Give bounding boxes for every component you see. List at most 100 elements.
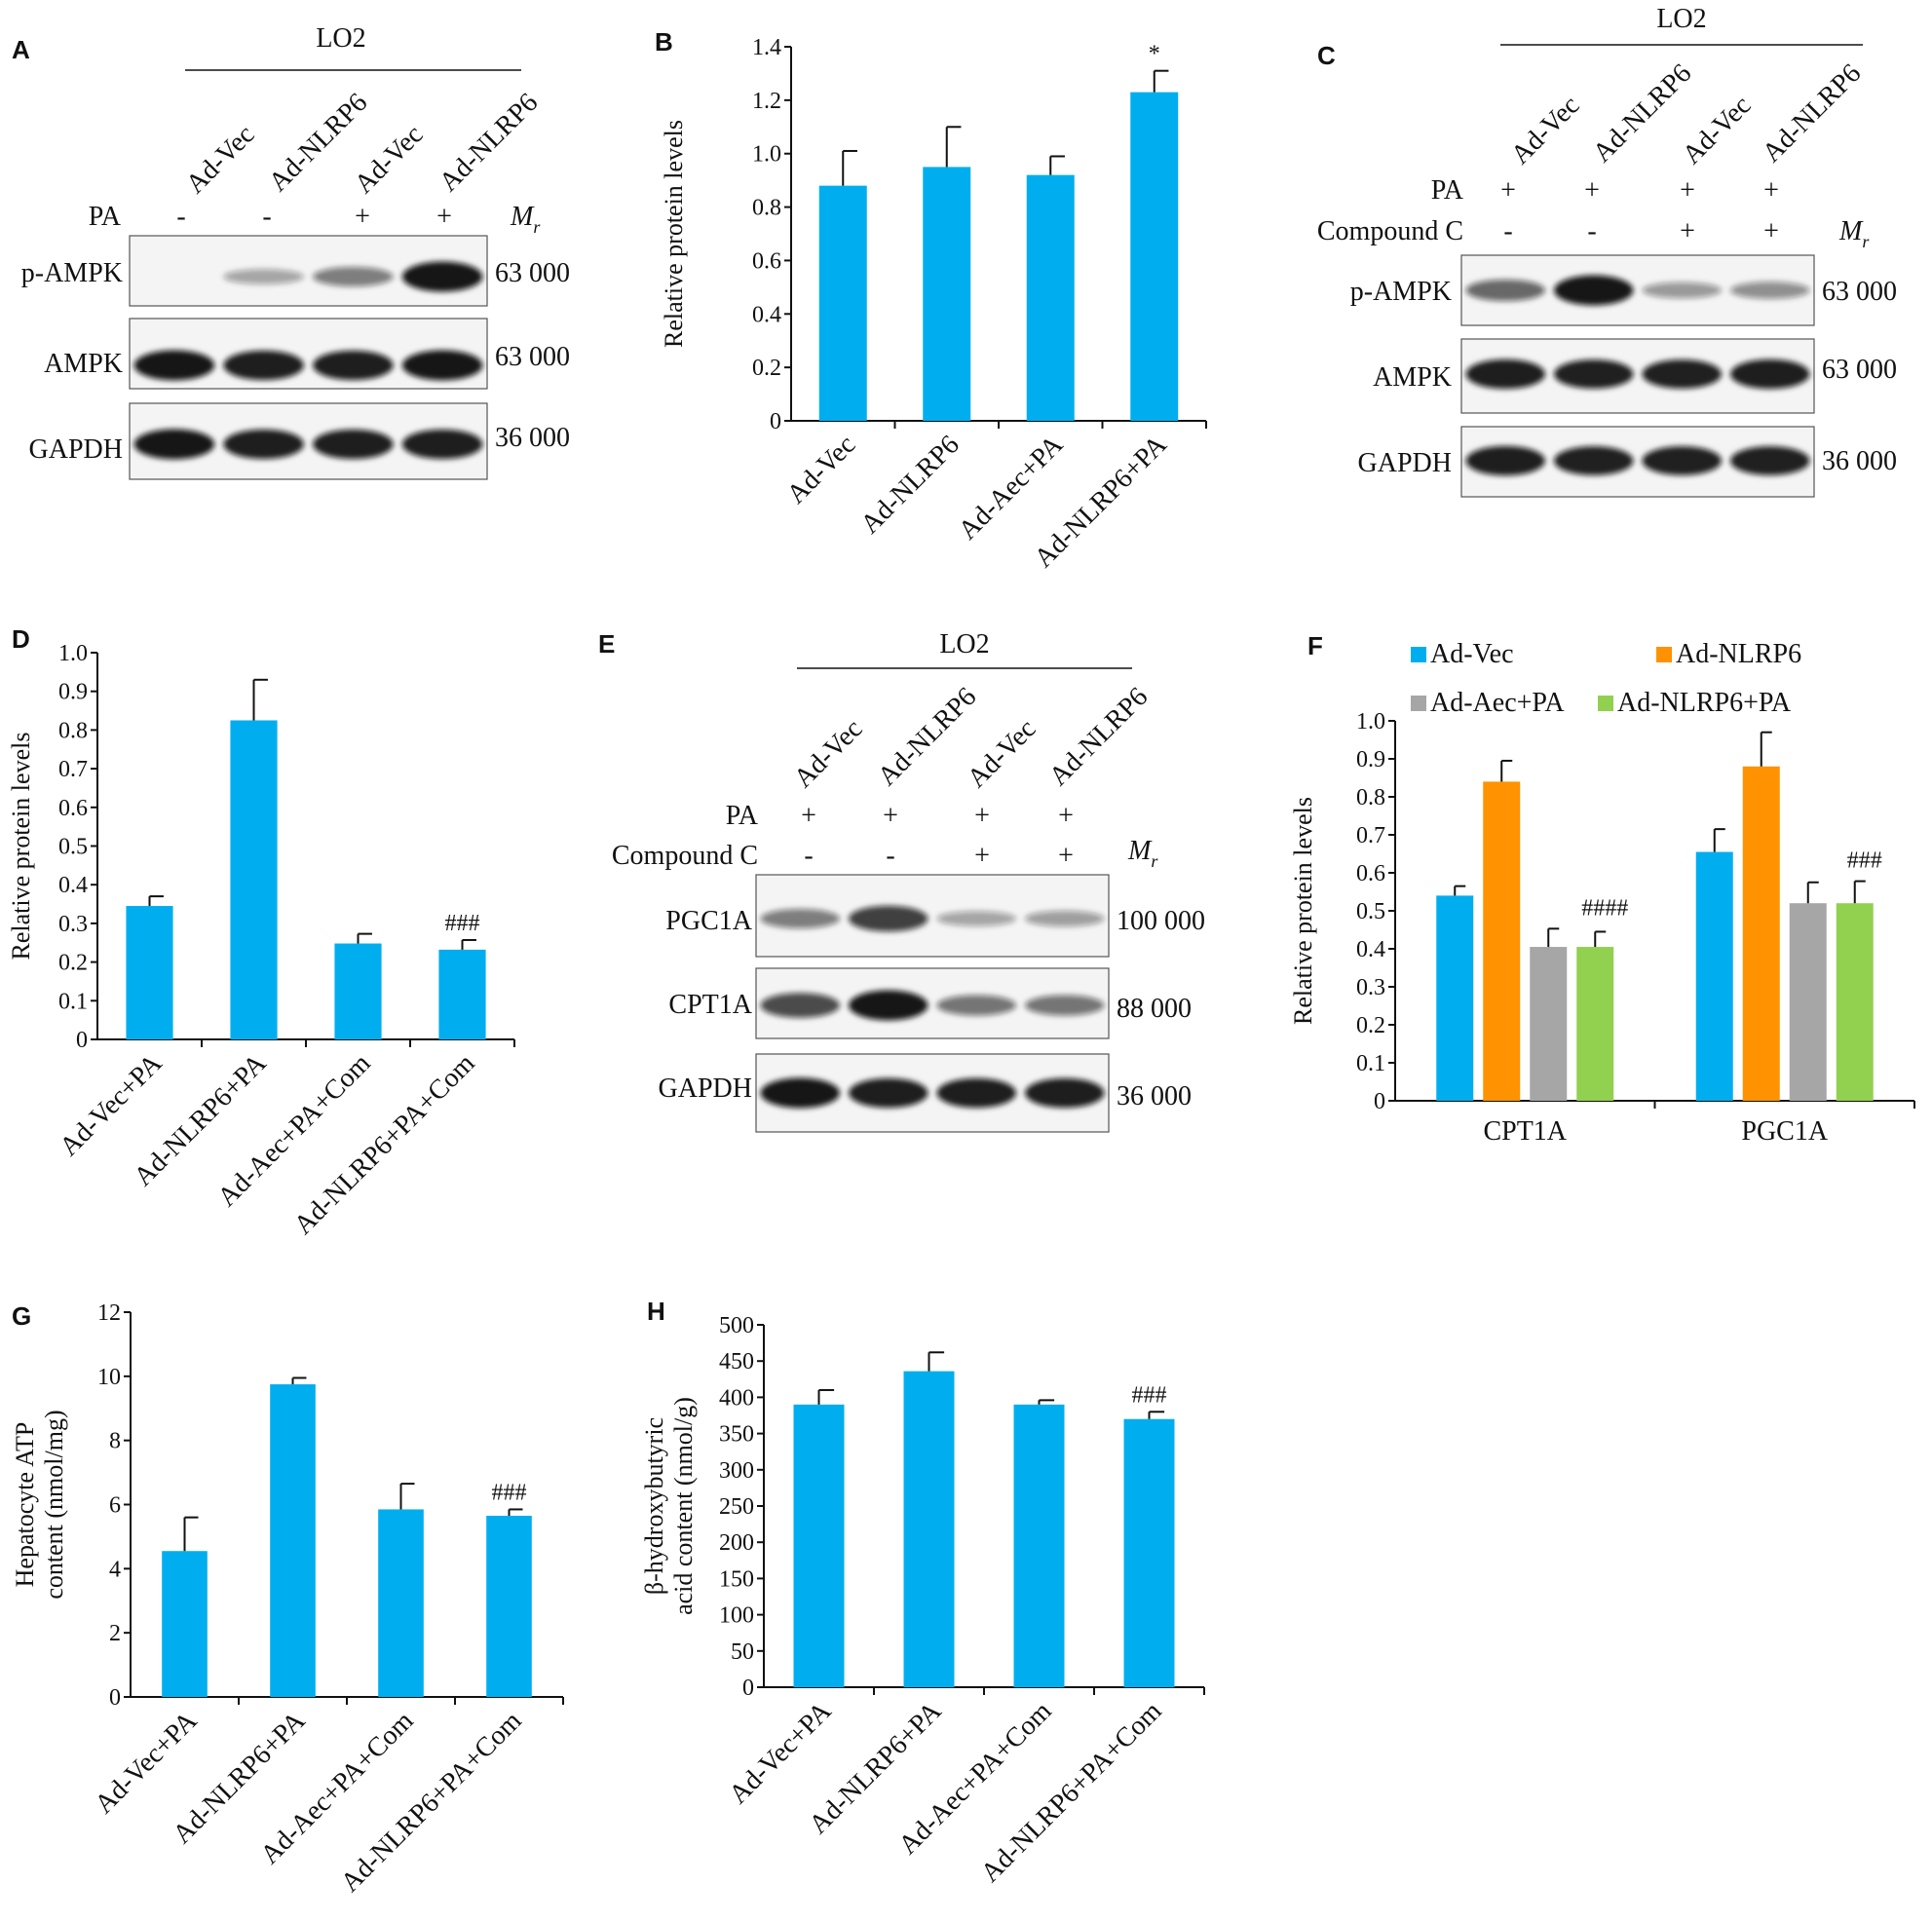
- blot-band: [1554, 446, 1634, 475]
- x-tick-label: Ad-NLRP6+PA+Com: [975, 1696, 1168, 1889]
- blot-band: [1642, 282, 1722, 299]
- x-tick-label: Ad-NLRP6+PA+Com: [335, 1706, 528, 1899]
- y-tick-label: 2: [109, 1621, 121, 1646]
- bar-chart-g: 024681012Ad-Vec+PAAd-NLRP6+PAAd-Aec+PA+C…: [11, 1300, 564, 1899]
- y-tick-label: 0.1: [58, 989, 88, 1014]
- mr-value: 100 000: [1117, 906, 1205, 936]
- y-tick-label: 0.9: [1356, 747, 1385, 772]
- mr-value: 63 000: [495, 342, 570, 372]
- bands: [760, 990, 1105, 1021]
- legend-swatch: [1411, 696, 1426, 711]
- bar: [818, 185, 867, 421]
- y-tick-label: 0.2: [752, 356, 781, 381]
- cell-line-label: LO2: [1656, 4, 1706, 34]
- y-tick-label: 0.5: [1356, 899, 1385, 924]
- y-tick-label: 0: [742, 1676, 754, 1701]
- condition-value: +: [1584, 175, 1600, 206]
- blot-band: [1730, 446, 1810, 475]
- significance-label: ###: [1847, 848, 1882, 874]
- condition-value: +: [1763, 175, 1779, 206]
- blot-band: [223, 350, 304, 381]
- condition-value: -: [804, 841, 813, 871]
- blot-band: [849, 905, 928, 932]
- blot-row: GAPDH 36 000: [1358, 426, 1897, 498]
- condition-value: +: [1500, 175, 1516, 206]
- y-tick-label: 150: [719, 1566, 754, 1592]
- y-tick-label: 0.8: [1356, 785, 1385, 810]
- y-tick-label: 1.2: [752, 89, 781, 114]
- y-tick-label: 0.4: [1356, 937, 1385, 962]
- bar: [270, 1384, 316, 1697]
- y-tick-label: 12: [97, 1300, 121, 1326]
- blot-band: [760, 909, 840, 928]
- y-tick-label: 0.2: [1356, 1013, 1385, 1038]
- lane-label: Ad-Vec: [180, 120, 260, 200]
- condition-value: -: [886, 841, 894, 871]
- bands: [760, 1077, 1105, 1109]
- x-tick-label: Ad-Vec+PA: [54, 1047, 169, 1162]
- panel-letter-e: E: [598, 629, 615, 659]
- blot-band: [849, 990, 928, 1021]
- cell-line-label: LO2: [939, 629, 989, 659]
- blot-band: [1465, 279, 1545, 302]
- significance-label: *: [1149, 42, 1160, 67]
- panel-letter-g: G: [12, 1301, 31, 1331]
- y-tick-label: 1.0: [1356, 709, 1385, 734]
- y-axis-label: Relative protein levels: [660, 120, 688, 348]
- x-tick-label: Ad-NLRP6+PA+Com: [288, 1048, 481, 1241]
- bar: [1436, 895, 1474, 1101]
- x-tick-label: Ad-Vec+PA: [89, 1705, 204, 1820]
- condition-value: +: [1058, 801, 1074, 831]
- bar-chart-b: 00.20.40.60.81.01.21.4Ad-VecAd-NLRP6Ad-A…: [660, 35, 1207, 574]
- row-label: AMPK: [44, 349, 123, 379]
- y-tick-label: 100: [719, 1603, 754, 1629]
- bands: [133, 429, 483, 460]
- mr-value: 63 000: [495, 258, 570, 288]
- mr-value: 63 000: [1822, 277, 1897, 307]
- blot-band: [133, 350, 215, 381]
- bar: [1576, 947, 1614, 1101]
- y-axis-label: Relative protein levels: [1289, 797, 1317, 1025]
- x-tick-label: Ad-Vec+PA: [723, 1695, 838, 1810]
- mr-label: Mr: [510, 202, 541, 237]
- blot-row: AMPK 63 000: [44, 318, 570, 390]
- x-tick-label: CPT1A: [1483, 1116, 1567, 1147]
- y-tick-label: 400: [719, 1385, 754, 1411]
- lane-label: Ad-NLRP6: [1043, 682, 1154, 792]
- bar: [1836, 903, 1874, 1101]
- significance-label: ####: [1581, 895, 1628, 921]
- condition-value: +: [974, 841, 990, 871]
- blot-band: [1025, 995, 1105, 1016]
- panel-letter-h: H: [647, 1297, 665, 1326]
- mr-value: 36 000: [1822, 446, 1897, 476]
- lane-label: Ad-Vec: [1677, 91, 1757, 170]
- y-tick-label: 0.8: [58, 718, 88, 743]
- y-tick-label: 0: [76, 1028, 88, 1053]
- y-tick-label: 8: [109, 1429, 121, 1454]
- y-tick-label: 0.5: [58, 835, 88, 860]
- bar: [1123, 1418, 1175, 1687]
- bands: [1465, 275, 1810, 306]
- y-tick-label: 500: [719, 1313, 754, 1338]
- lane-label: Ad-Vec: [1505, 91, 1585, 170]
- blot-band: [849, 1077, 928, 1109]
- significance-label: ###: [445, 911, 480, 936]
- condition-value: +: [1763, 216, 1779, 246]
- blot-band: [1025, 1077, 1105, 1109]
- y-tick-label: 0: [109, 1685, 121, 1711]
- mr-value: 36 000: [495, 423, 570, 453]
- panel-letter-b: B: [655, 27, 673, 56]
- blot-row: p-AMPK 63 000: [21, 235, 570, 307]
- bar: [378, 1509, 424, 1697]
- row-label: p-AMPK: [21, 258, 123, 288]
- bar: [438, 949, 486, 1039]
- lane-label: Ad-NLRP6: [1757, 58, 1867, 169]
- legend-label: Ad-Vec: [1430, 639, 1514, 669]
- bar: [923, 167, 971, 421]
- condition-value: +: [355, 202, 370, 232]
- mr-value: 36 000: [1117, 1081, 1192, 1111]
- y-tick-label: 450: [719, 1349, 754, 1375]
- legend-label: Ad-NLRP6: [1676, 639, 1801, 669]
- row-label: p-AMPK: [1350, 277, 1452, 307]
